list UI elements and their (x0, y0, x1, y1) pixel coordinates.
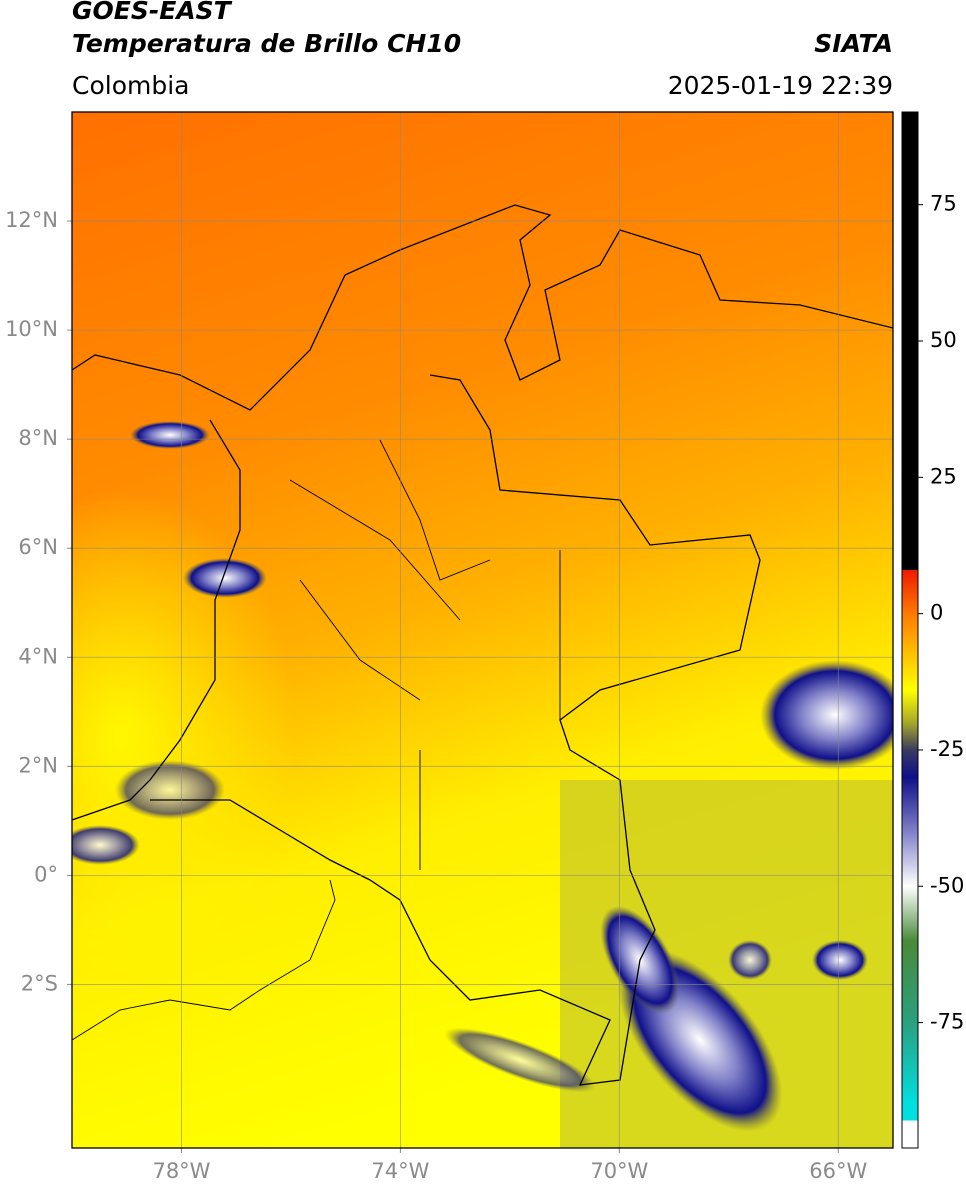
colorbar (902, 112, 923, 1148)
y-tick-label: 4°N (18, 644, 58, 668)
colorbar-frame (901, 111, 919, 1149)
y-tick-label: 6°N (18, 535, 58, 559)
y-tick-label: 8°N (18, 426, 58, 450)
colorbar-tick-label: 75 (930, 192, 957, 216)
x-tick-label: 74°W (371, 1159, 429, 1183)
x-tick-label: 70°W (590, 1159, 648, 1183)
colorbar-tick-label: -50 (930, 873, 964, 897)
colorbar-tick-label: 25 (930, 464, 957, 488)
region: Colombia (72, 71, 189, 100)
y-tick-label: 10°N (5, 317, 58, 341)
product: Temperatura de Brillo CH10 (72, 29, 461, 58)
map-frame (71, 111, 894, 1149)
colorbar-tick-label: -75 (930, 1010, 964, 1034)
colorbar-tick-label: -25 (930, 737, 964, 761)
satellite: GOES-EAST (72, 0, 233, 25)
coastline (72, 274, 346, 821)
border (150, 374, 761, 1086)
x-tick-label: 78°W (152, 1159, 210, 1183)
cloud (728, 940, 772, 980)
cloud (444, 1027, 596, 1093)
datetime: 2025-01-19 22:39 (668, 71, 893, 100)
y-tick-label: 2°N (18, 753, 58, 777)
cloud (115, 760, 225, 820)
colorbar-tick-label: 0 (930, 601, 943, 625)
cloud (183, 558, 267, 598)
y-tick-label: 12°N (5, 208, 58, 232)
colorbar-fill (902, 112, 918, 1148)
x-tick-label: 66°W (809, 1159, 867, 1183)
grid (67, 112, 893, 1153)
coastline (344, 204, 893, 381)
cloud (72, 825, 140, 865)
cloud (760, 660, 893, 770)
border (72, 439, 561, 1041)
haze (72, 350, 572, 1050)
source: SIATA (814, 29, 893, 58)
imagery (72, 112, 893, 1148)
cloud (130, 421, 210, 449)
colorbar-tick-label: 50 (930, 328, 957, 352)
y-tick-label: 0° (34, 862, 58, 886)
y-tick-label: 2°S (21, 971, 58, 995)
cloud (812, 940, 868, 980)
